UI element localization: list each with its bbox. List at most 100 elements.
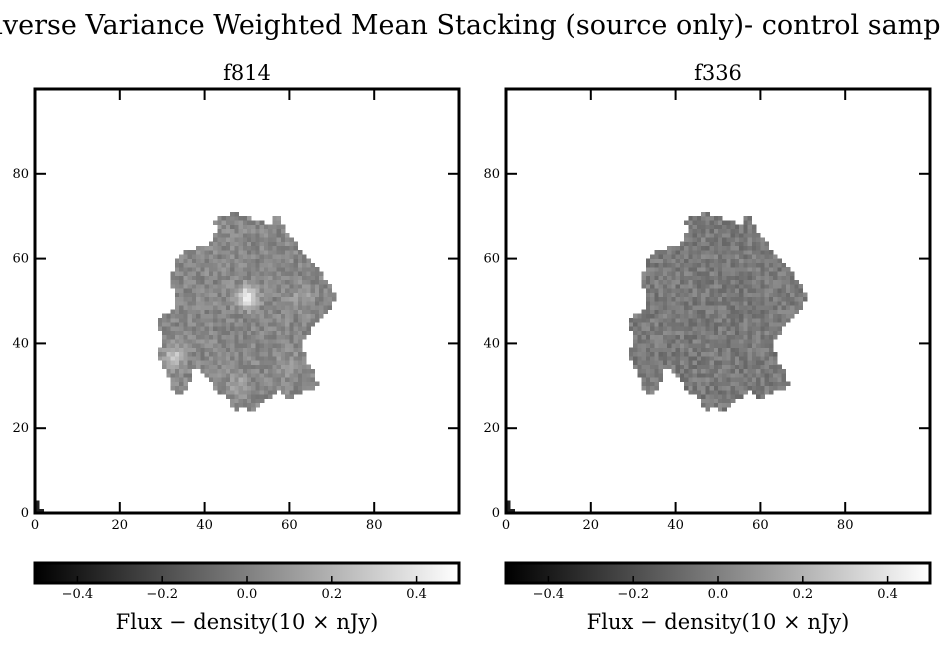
image-pixel xyxy=(781,292,787,298)
image-pixel xyxy=(225,309,231,315)
image-pixel xyxy=(221,258,227,264)
image-pixel xyxy=(773,373,778,378)
image-pixel xyxy=(323,279,328,285)
image-pixel xyxy=(701,377,706,382)
image-pixel xyxy=(701,262,706,268)
image-pixel xyxy=(684,267,689,272)
image-pixel xyxy=(234,296,239,302)
image-pixel xyxy=(773,385,778,391)
image-pixel xyxy=(692,284,698,289)
image-pixel xyxy=(314,284,320,289)
image-pixel xyxy=(696,254,702,259)
image-pixel xyxy=(302,322,307,327)
image-pixel xyxy=(713,271,719,276)
image-pixel xyxy=(645,258,651,264)
image-pixel xyxy=(713,224,719,230)
image-pixel xyxy=(234,241,239,247)
image-pixel xyxy=(684,258,689,264)
image-pixel xyxy=(726,317,732,323)
image-pixel xyxy=(645,377,651,382)
image-pixel xyxy=(781,368,787,374)
image-pixel xyxy=(654,351,659,357)
image-pixel xyxy=(654,360,659,365)
image-pixel xyxy=(196,245,201,251)
image-pixel xyxy=(768,347,774,353)
image-pixel xyxy=(798,288,804,293)
image-pixel xyxy=(777,271,782,276)
image-pixel xyxy=(302,326,307,331)
image-pixel xyxy=(200,364,205,370)
image-pixel xyxy=(221,267,227,272)
image-pixel xyxy=(747,262,753,268)
image-pixel xyxy=(263,228,269,234)
image-pixel xyxy=(217,296,222,302)
image-pixel xyxy=(641,322,647,327)
image-pixel xyxy=(679,309,685,315)
image-pixel xyxy=(751,317,757,323)
image-pixel xyxy=(191,330,197,336)
image-pixel xyxy=(760,241,765,247)
image-pixel xyxy=(726,262,732,268)
image-pixel xyxy=(187,334,193,340)
image-pixel xyxy=(701,224,706,230)
image-pixel xyxy=(671,334,676,340)
image-pixel xyxy=(200,334,205,340)
image-pixel xyxy=(684,296,689,302)
image-pixel xyxy=(667,343,672,348)
image-pixel xyxy=(654,292,659,298)
image-pixel xyxy=(191,351,197,357)
image-pixel xyxy=(679,351,685,357)
image-pixel xyxy=(310,296,316,302)
figure-title: Inverse Variance Weighted Mean Stacking … xyxy=(0,10,941,41)
image-pixel xyxy=(191,322,197,327)
image-pixel xyxy=(768,385,774,391)
image-pixel xyxy=(743,305,748,310)
image-pixel xyxy=(764,241,770,247)
image-pixel xyxy=(170,368,176,374)
image-pixel xyxy=(667,262,672,268)
image-pixel xyxy=(242,237,248,242)
image-pixel xyxy=(679,241,685,247)
image-pixel xyxy=(658,305,664,310)
image-pixel xyxy=(230,220,235,225)
image-pixel xyxy=(238,237,244,242)
image-pixel xyxy=(650,296,655,302)
image-pixel xyxy=(658,284,664,289)
image-pixel xyxy=(718,313,723,319)
image-pixel xyxy=(251,360,256,365)
image-pixel xyxy=(688,305,693,310)
image-pixel xyxy=(196,309,201,315)
image-pixel xyxy=(730,326,736,331)
image-pixel xyxy=(183,271,188,276)
image-pixel xyxy=(331,292,337,298)
image-pixel xyxy=(743,237,748,242)
image-pixel xyxy=(259,224,265,230)
image-pixel xyxy=(718,254,723,259)
image-pixel xyxy=(705,360,710,365)
image-pixel xyxy=(310,279,316,285)
image-pixel xyxy=(773,309,778,315)
image-pixel xyxy=(747,275,753,281)
image-pixel xyxy=(722,377,727,382)
image-pixel xyxy=(713,398,719,404)
image-pixel xyxy=(297,267,303,272)
image-pixel xyxy=(747,220,753,225)
image-pixel xyxy=(174,360,180,365)
image-pixel xyxy=(247,322,252,327)
image-pixel xyxy=(242,398,248,404)
image-pixel xyxy=(633,343,638,348)
image-pixel xyxy=(242,216,248,221)
image-pixel xyxy=(679,356,685,361)
image-pixel xyxy=(268,394,273,399)
image-pixel xyxy=(688,381,693,387)
image-pixel xyxy=(213,381,218,387)
image-pixel xyxy=(293,271,299,276)
image-pixel xyxy=(684,364,689,370)
image-pixel xyxy=(650,334,655,340)
image-pixel xyxy=(696,351,702,357)
image-pixel xyxy=(251,262,256,268)
image-pixel xyxy=(217,334,222,340)
image-pixel xyxy=(280,271,286,276)
image-pixel xyxy=(306,296,311,302)
image-pixel xyxy=(751,275,757,281)
